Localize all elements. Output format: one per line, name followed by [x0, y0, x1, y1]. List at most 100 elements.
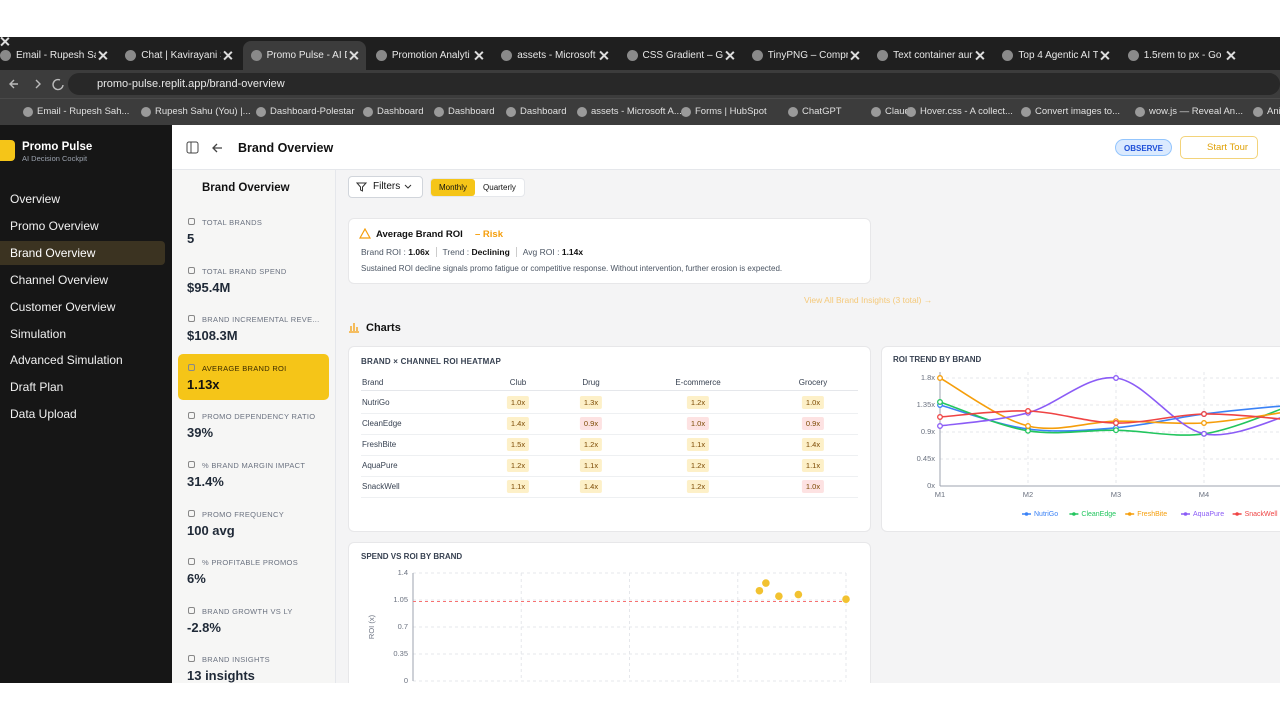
heatmap-cell: 1.1x: [686, 438, 710, 451]
point: [937, 414, 943, 420]
kpi-value: 13 insights: [187, 668, 255, 684]
bookmark[interactable]: Ani: [1253, 105, 1280, 119]
kpi-icon: [188, 558, 195, 566]
kpi-panel: [172, 170, 336, 683]
bookmark[interactable]: Forms | HubSpot: [681, 105, 767, 119]
tab[interactable]: Email - Rupesh Sa: [0, 41, 115, 70]
heatmap-cell: 1.2x: [686, 459, 710, 472]
insight-metrics: Brand ROI : 1.06x Trend : Declining Avg RO…: [361, 247, 589, 257]
bookmark[interactable]: Dashboard: [434, 105, 494, 119]
filters[interactable]: Filters: [348, 176, 423, 198]
series-line: [939, 401, 1280, 436]
tab[interactable]: Promo Pulse - AI D: [242, 41, 366, 70]
line-card: [881, 346, 1280, 532]
tab[interactable]: Text container aur: [869, 41, 992, 70]
bookmark[interactable]: Dashboard: [506, 105, 566, 119]
tab[interactable]: TinyPNG – Compr: [744, 41, 867, 70]
tab-title: Top 4 Agentic AI T: [1018, 50, 1099, 61]
charts-heading: Charts: [366, 322, 401, 334]
heatmap-title: BRAND × CHANNEL ROI HEATMAP: [361, 357, 501, 366]
bookmark-icon: [506, 107, 516, 117]
heatmap-header: Brand: [362, 378, 384, 387]
nav-item[interactable]: Channel Overview: [10, 272, 109, 287]
bookmark[interactable]: Email - Rupesh Sah...: [23, 105, 129, 119]
address-bar[interactable]: [68, 73, 1280, 95]
heatmap-card: BRAND × CHANNEL ROI HEATMAP Brand Club Dru…: [348, 346, 871, 532]
kpi-label: TOTAL BRANDS: [202, 218, 263, 227]
x-tick-label: M1: [935, 490, 945, 499]
metric-label: Avg ROI :: [522, 247, 562, 257]
metric-label: Trend :: [442, 247, 472, 257]
point: [794, 590, 803, 599]
point: [842, 595, 850, 604]
insights-link[interactable]: View All Brand Insights (3 total) →: [804, 295, 933, 305]
kpi-label: AVERAGE BRAND ROI: [202, 363, 287, 373]
kpi-icon: [188, 412, 195, 420]
heatmap-cell: 1.1x: [801, 459, 825, 472]
point: [1113, 375, 1119, 381]
heatmap-cell: 1.5x: [506, 438, 530, 451]
nav-item[interactable]: Data Upload: [10, 407, 77, 422]
heatmap-cell: 1.2x: [506, 459, 530, 472]
point: [1025, 423, 1031, 429]
nav-item[interactable]: Draft Plan: [10, 380, 64, 395]
bookmark[interactable]: wow.js — Reveal An...: [1135, 105, 1243, 119]
heatmap-cell: 1.2x: [686, 396, 710, 409]
y-axis-label: ROI (x): [367, 614, 376, 639]
tab-title: Promotion Analyti: [391, 50, 470, 61]
bookmark-icon: [788, 107, 798, 117]
tagline: AI Decision Cockpit: [22, 154, 88, 163]
tab[interactable]: Promotion Analyti: [368, 41, 491, 70]
nav-item[interactable]: Simulation: [10, 326, 67, 341]
point: [775, 592, 783, 600]
bookmark-icon: [1135, 107, 1145, 117]
heatmap-cell: 1.2x: [686, 480, 710, 493]
bookmark[interactable]: assets - Microsoft A...: [577, 105, 682, 119]
bookmark-icon: [577, 107, 587, 117]
period[interactable]: Quarterly: [483, 183, 516, 192]
bookmarks-bar: Email - Rupesh Sah... Rupesh Sahu (You) |…: [0, 98, 1280, 125]
kpi-value: 39%: [187, 425, 214, 441]
legend-label: NutriGo: [1034, 511, 1058, 518]
nav-buttons[interactable]: [8, 76, 68, 92]
bookmark[interactable]: Dashboard: [363, 105, 423, 119]
metric-value: Declining: [471, 247, 510, 257]
bookmark[interactable]: Hover.css - A collect...: [906, 105, 1013, 119]
kpi-label: TOTAL BRAND SPEND: [202, 266, 287, 276]
header-icons[interactable]: [186, 141, 226, 155]
tab[interactable]: Top 4 Agentic AI T: [994, 41, 1117, 70]
bookmark[interactable]: ChatGPT: [788, 105, 842, 119]
tab[interactable]: assets - Microsoft: [493, 41, 616, 70]
y-tick-label: 0x: [927, 481, 935, 490]
legend-swatch: [1127, 512, 1132, 516]
nav-item[interactable]: Overview: [10, 192, 61, 206]
filter-icons: [356, 182, 412, 192]
x-tick-label: M3: [1111, 490, 1121, 499]
nav-item[interactable]: Promo Overview: [10, 218, 99, 233]
tab-title: CSS Gradient – Ge: [642, 50, 723, 61]
kpi-icon: [188, 218, 195, 225]
bookmark[interactable]: Convert images to...: [1021, 105, 1120, 119]
metric: Trend : Declining: [435, 247, 516, 257]
tab[interactable]: Chat | Kavirayani S: [117, 41, 240, 70]
heatmap-cell: 1.0x: [506, 396, 530, 409]
period[interactable]: Monthly: [431, 179, 476, 196]
tab[interactable]: 1.5rem to px - Go: [1120, 41, 1243, 70]
nav-item[interactable]: Advanced Simulation: [10, 353, 123, 368]
nav-item[interactable]: Brand Overview: [10, 245, 96, 260]
kpi-label: BRAND INSIGHTS: [202, 655, 270, 665]
tab-icon: [375, 50, 387, 61]
bookmark[interactable]: Claude: [871, 105, 915, 119]
bookmark-icon: [1253, 107, 1263, 117]
start-tour[interactable]: Start Tour: [1180, 136, 1258, 159]
tab-icon: [626, 50, 638, 61]
heatmap-cell: 1.3x: [579, 396, 603, 409]
bookmark[interactable]: Dashboard-Polestar: [256, 105, 355, 119]
metric-value: 1.14x: [561, 247, 584, 257]
bookmark[interactable]: Rupesh Sahu (You) |...: [141, 105, 251, 119]
tab[interactable]: CSS Gradient – Ge: [619, 41, 742, 70]
nav-item[interactable]: Customer Overview: [10, 299, 116, 314]
url[interactable]: promo-pulse.replit.app/brand-overview: [97, 78, 285, 90]
y-tick-label: 0.7: [398, 622, 408, 631]
tab-icon: [250, 50, 262, 61]
